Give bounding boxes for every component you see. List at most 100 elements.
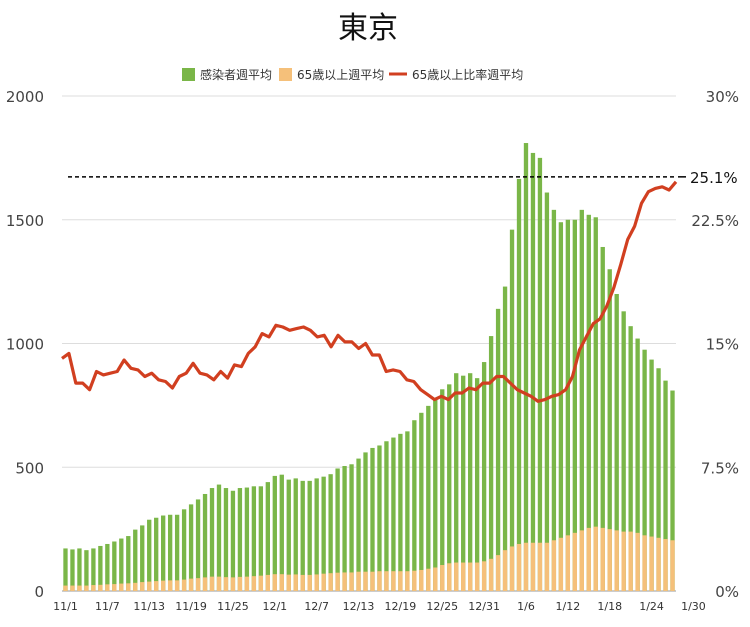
bar-elderly — [600, 527, 605, 591]
bar-elderly — [419, 569, 424, 591]
bar-cases — [272, 475, 277, 591]
bar-cases — [649, 359, 654, 591]
bar-cases — [474, 378, 480, 591]
bar-elderly — [181, 579, 187, 591]
bar-cases — [140, 525, 145, 591]
bar-elderly — [481, 561, 487, 591]
bar-cases — [147, 519, 152, 591]
y-left-tick-label: 500 — [15, 459, 44, 477]
x-tick-label: 1/30 — [681, 600, 706, 613]
bar-cases — [579, 209, 584, 591]
bar-elderly — [607, 529, 612, 591]
bar-cases — [321, 476, 326, 591]
reference-line-layer: 25.1% — [68, 169, 738, 187]
y-axis-left: 0 500 1000 1500 2000 — [6, 88, 44, 601]
bar-elderly — [126, 583, 131, 591]
bar-cases — [307, 480, 312, 591]
bar-elderly — [398, 571, 403, 591]
bar-elderly — [140, 582, 145, 591]
x-tick-label: 11/13 — [133, 600, 165, 613]
bar-cases — [398, 433, 403, 591]
bar-elderly — [356, 571, 361, 591]
bar-elderly — [202, 577, 208, 591]
bar-elderly — [377, 571, 382, 591]
y-left-tick-label: 1000 — [6, 336, 44, 354]
bar-cases — [572, 219, 577, 591]
bar-cases — [544, 192, 550, 591]
bar-elderly — [328, 573, 333, 591]
bar-cases — [384, 441, 389, 591]
bar-cases — [265, 482, 270, 591]
bar-cases — [300, 480, 305, 591]
bar-elderly — [286, 574, 291, 591]
bar-elderly — [461, 562, 466, 591]
bar-elderly — [628, 531, 633, 591]
bar-elderly — [516, 543, 522, 591]
bar-cases — [516, 178, 522, 591]
bar-elderly — [565, 535, 571, 591]
elderly-bars — [63, 526, 675, 591]
bar-cases — [488, 336, 494, 591]
bar-elderly — [468, 562, 473, 591]
bar-cases — [98, 545, 103, 591]
y-right-tick-label: 15% — [706, 336, 739, 354]
bar-elderly — [91, 585, 96, 591]
ratio-line-layer — [61, 180, 678, 403]
bar-cases — [621, 311, 626, 591]
bar-elderly — [642, 535, 647, 591]
bar-cases — [363, 452, 368, 591]
bar-cases — [167, 514, 173, 591]
bar-cases — [509, 229, 515, 591]
bar-cases — [663, 380, 668, 591]
bar-elderly — [335, 572, 340, 591]
legend: 感染者週平均 65歳以上週平均 65歳以上比率週平均 — [182, 67, 523, 82]
x-tick-label: 11/25 — [217, 600, 249, 613]
bar-elderly — [307, 574, 312, 591]
bar-elderly — [495, 555, 501, 591]
x-tick-label: 12/7 — [304, 600, 329, 613]
bar-elderly — [426, 568, 431, 591]
bar-elderly — [230, 577, 236, 591]
bar-cases — [77, 548, 82, 591]
bar-cases — [377, 445, 382, 591]
bar-elderly — [279, 574, 284, 591]
bar-elderly — [551, 540, 557, 591]
bar-cases — [391, 437, 396, 591]
bar-elderly — [447, 563, 452, 591]
legend-swatch-cases — [182, 68, 195, 81]
bar-elderly — [188, 578, 194, 591]
bar-cases — [342, 466, 347, 591]
bar-cases — [551, 209, 557, 591]
bar-elderly — [167, 580, 173, 591]
bar-elderly — [488, 558, 494, 591]
bar-elderly — [244, 576, 250, 591]
x-tick-label: 12/19 — [385, 600, 417, 613]
bar-cases — [181, 509, 187, 591]
bar-elderly — [98, 584, 103, 591]
bar-elderly — [544, 542, 550, 591]
bar-elderly — [209, 576, 215, 591]
bar-elderly — [593, 526, 598, 591]
cases-bars — [63, 143, 675, 592]
bar-cases — [202, 493, 208, 591]
bar-cases — [279, 474, 284, 591]
bar-elderly — [105, 584, 110, 591]
bar-elderly — [530, 542, 536, 591]
bar-cases — [558, 222, 564, 591]
bar-elderly — [119, 583, 124, 591]
bar-elderly — [342, 572, 347, 591]
x-tick-label: 12/1 — [262, 600, 287, 613]
bar-elderly — [670, 540, 675, 591]
bar-elderly — [621, 531, 626, 591]
bar-cases — [426, 405, 431, 591]
legend-swatch-elderly — [279, 68, 292, 81]
x-tick-label: 12/31 — [468, 600, 500, 613]
bar-cases — [349, 464, 354, 591]
bar-cases — [440, 389, 445, 591]
bar-cases — [335, 468, 340, 591]
bar-cases — [112, 541, 117, 591]
y-right-tick-label: 0% — [715, 583, 739, 601]
bar-elderly — [84, 585, 89, 591]
legend-label-ratio: 65歳以上比率週平均 — [412, 67, 523, 82]
bar-cases — [84, 550, 89, 591]
